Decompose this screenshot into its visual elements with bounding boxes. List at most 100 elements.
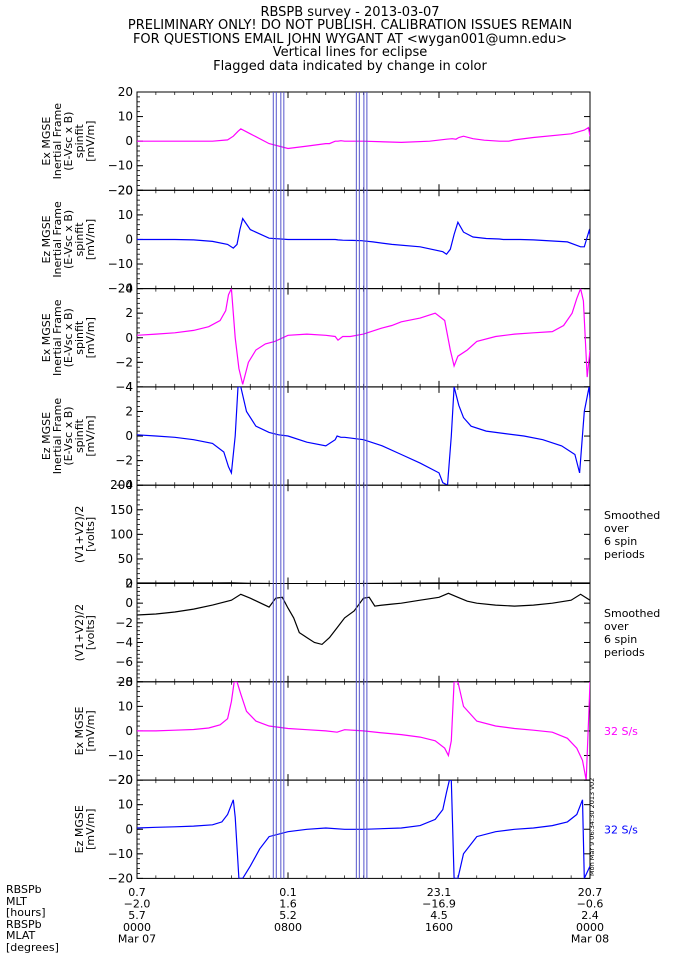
y-tick-label: 0	[125, 596, 133, 610]
series-annotation: 32 S/s	[604, 725, 638, 738]
y-tick-label: 4	[125, 380, 133, 394]
y-axis-label: Inertial Frame	[51, 299, 64, 376]
y-axis-label: spinfit	[73, 418, 86, 453]
y-axis-label: [volts]	[84, 615, 97, 650]
x-tick-label: 20.7	[578, 886, 603, 899]
y-axis-label: Inertial Frame	[51, 398, 64, 475]
y-axis-label: (V1+V2)/2	[73, 604, 86, 662]
y-tick-label: 2	[125, 577, 133, 591]
orbit-labels: RBSPb MLT [hours] RBSPb MLAT [degrees]	[6, 884, 59, 954]
y-tick-label: 20	[118, 773, 133, 787]
series-annotation: periods	[604, 646, 645, 659]
series-line	[137, 386, 590, 486]
y-axis-label: Inertial Frame	[51, 201, 64, 278]
series-line	[137, 217, 590, 256]
series-annotation: over	[604, 620, 629, 633]
header-flag-note: Flagged data indicated by change in colo…	[213, 58, 487, 74]
y-axis-label: [mV/m]	[84, 317, 97, 358]
series-annotation: 6 spin	[604, 633, 637, 646]
y-tick-label: −4	[115, 635, 133, 649]
orbit-label: MLAT	[6, 929, 36, 943]
y-tick-label: −10	[108, 847, 133, 861]
x-tick-label: 0.7	[128, 886, 146, 899]
y-tick-label: 200	[110, 478, 133, 492]
y-tick-label: 20	[118, 675, 133, 689]
y-tick-label: 20	[118, 85, 133, 99]
y-axis-label: Ex MGSE	[40, 117, 53, 166]
y-axis-label: Ex MGSE	[73, 706, 86, 755]
timestamp-stamp: Mon Mar 9 06:34:30 2013 v02	[588, 778, 596, 876]
y-tick-label: 0	[125, 724, 133, 738]
y-tick-label: 10	[118, 699, 133, 713]
series-line	[137, 582, 590, 584]
x-tick-label: −16.9	[422, 898, 456, 911]
y-tick-label: 50	[118, 552, 133, 566]
y-axis-label: [mV/m]	[84, 809, 97, 850]
x-tick-label: 2.4	[581, 909, 599, 922]
y-axis-label: spinfit	[73, 123, 86, 158]
y-tick-label: 10	[118, 110, 133, 124]
chart-header: RBSPB survey - 2013-03-07 PRELIMINARY ON…	[0, 6, 700, 73]
y-axis-label: [mV/m]	[84, 415, 97, 456]
y-tick-label: 4	[125, 282, 133, 296]
x-tick-label: −2.0	[124, 898, 151, 911]
y-axis-label: [mV/m]	[84, 710, 97, 751]
series-annotation: Smoothed	[604, 509, 660, 522]
series-annotation: over	[604, 522, 629, 535]
series-line	[137, 126, 590, 150]
y-axis-label: spinfit	[73, 222, 86, 257]
y-tick-label: 100	[110, 527, 133, 541]
y-axis-label: Ez MGSE	[40, 215, 53, 263]
y-tick-label: −4	[115, 380, 133, 394]
x-tick-label: 0000	[123, 921, 151, 934]
series-line	[137, 592, 590, 646]
y-tick-label: −8	[115, 675, 133, 689]
y-tick-label: −2	[115, 355, 133, 369]
y-axis-label: (V1+V2)/2	[73, 506, 86, 564]
y-tick-label: 150	[110, 503, 133, 517]
x-tick-label: Mar 07	[118, 932, 156, 945]
y-axis-label: Ez MGSE	[73, 805, 86, 853]
x-tick-label: 0800	[274, 921, 302, 934]
orbit-label: [hours]	[6, 906, 46, 920]
orbit-label: MLT	[6, 894, 27, 908]
header-contact-line: FOR QUESTIONS EMAIL JOHN WYGANT AT <wyga…	[132, 31, 568, 47]
y-tick-label: −4	[115, 478, 133, 492]
y-axis-label: (E-Vsc x B)	[62, 308, 75, 367]
y-tick-label: −2	[115, 616, 133, 630]
x-tick-label: 23.1	[427, 886, 452, 899]
y-tick-label: 2	[125, 404, 133, 418]
chart-title: RBSPB survey - 2013-03-07	[260, 5, 440, 20]
y-tick-label: −20	[108, 183, 133, 197]
x-tick-label: 1.6	[279, 898, 297, 911]
series-annotation: Smoothed	[604, 607, 660, 620]
y-tick-label: −20	[108, 282, 133, 296]
y-tick-label: −20	[108, 871, 133, 885]
y-tick-label: 10	[118, 798, 133, 812]
orbit-label: [degrees]	[6, 940, 59, 954]
y-axis-label: [mV/m]	[84, 219, 97, 260]
series-line	[137, 288, 590, 385]
y-axis-label: [volts]	[84, 517, 97, 552]
y-tick-label: 0	[125, 232, 133, 246]
y-axis-label: (E-Vsc x B)	[62, 406, 75, 465]
y-tick-label: 0	[125, 134, 133, 148]
x-tick-label: Mar 08	[571, 932, 609, 945]
y-tick-label: −20	[108, 773, 133, 787]
x-tick-label: 0.1	[279, 886, 297, 899]
y-tick-label: −6	[115, 655, 133, 669]
x-tick-label: 5.2	[279, 909, 297, 922]
y-tick-label: −2	[115, 454, 133, 468]
y-tick-label: 0	[125, 429, 133, 443]
y-tick-label: 2	[125, 306, 133, 320]
y-axis-label: Inertial Frame	[51, 103, 64, 180]
x-tick-label: −0.6	[577, 898, 604, 911]
orbit-label: RBSPb	[6, 917, 42, 931]
y-tick-label: 10	[118, 208, 133, 222]
header-warning-line: PRELIMINARY ONLY! DO NOT PUBLISH. CALIBR…	[127, 18, 573, 34]
series-line	[137, 681, 590, 781]
y-axis-label: (E-Vsc x B)	[62, 210, 75, 269]
y-tick-label: 20	[118, 183, 133, 197]
y-axis-label: Ex MGSE	[40, 313, 53, 362]
